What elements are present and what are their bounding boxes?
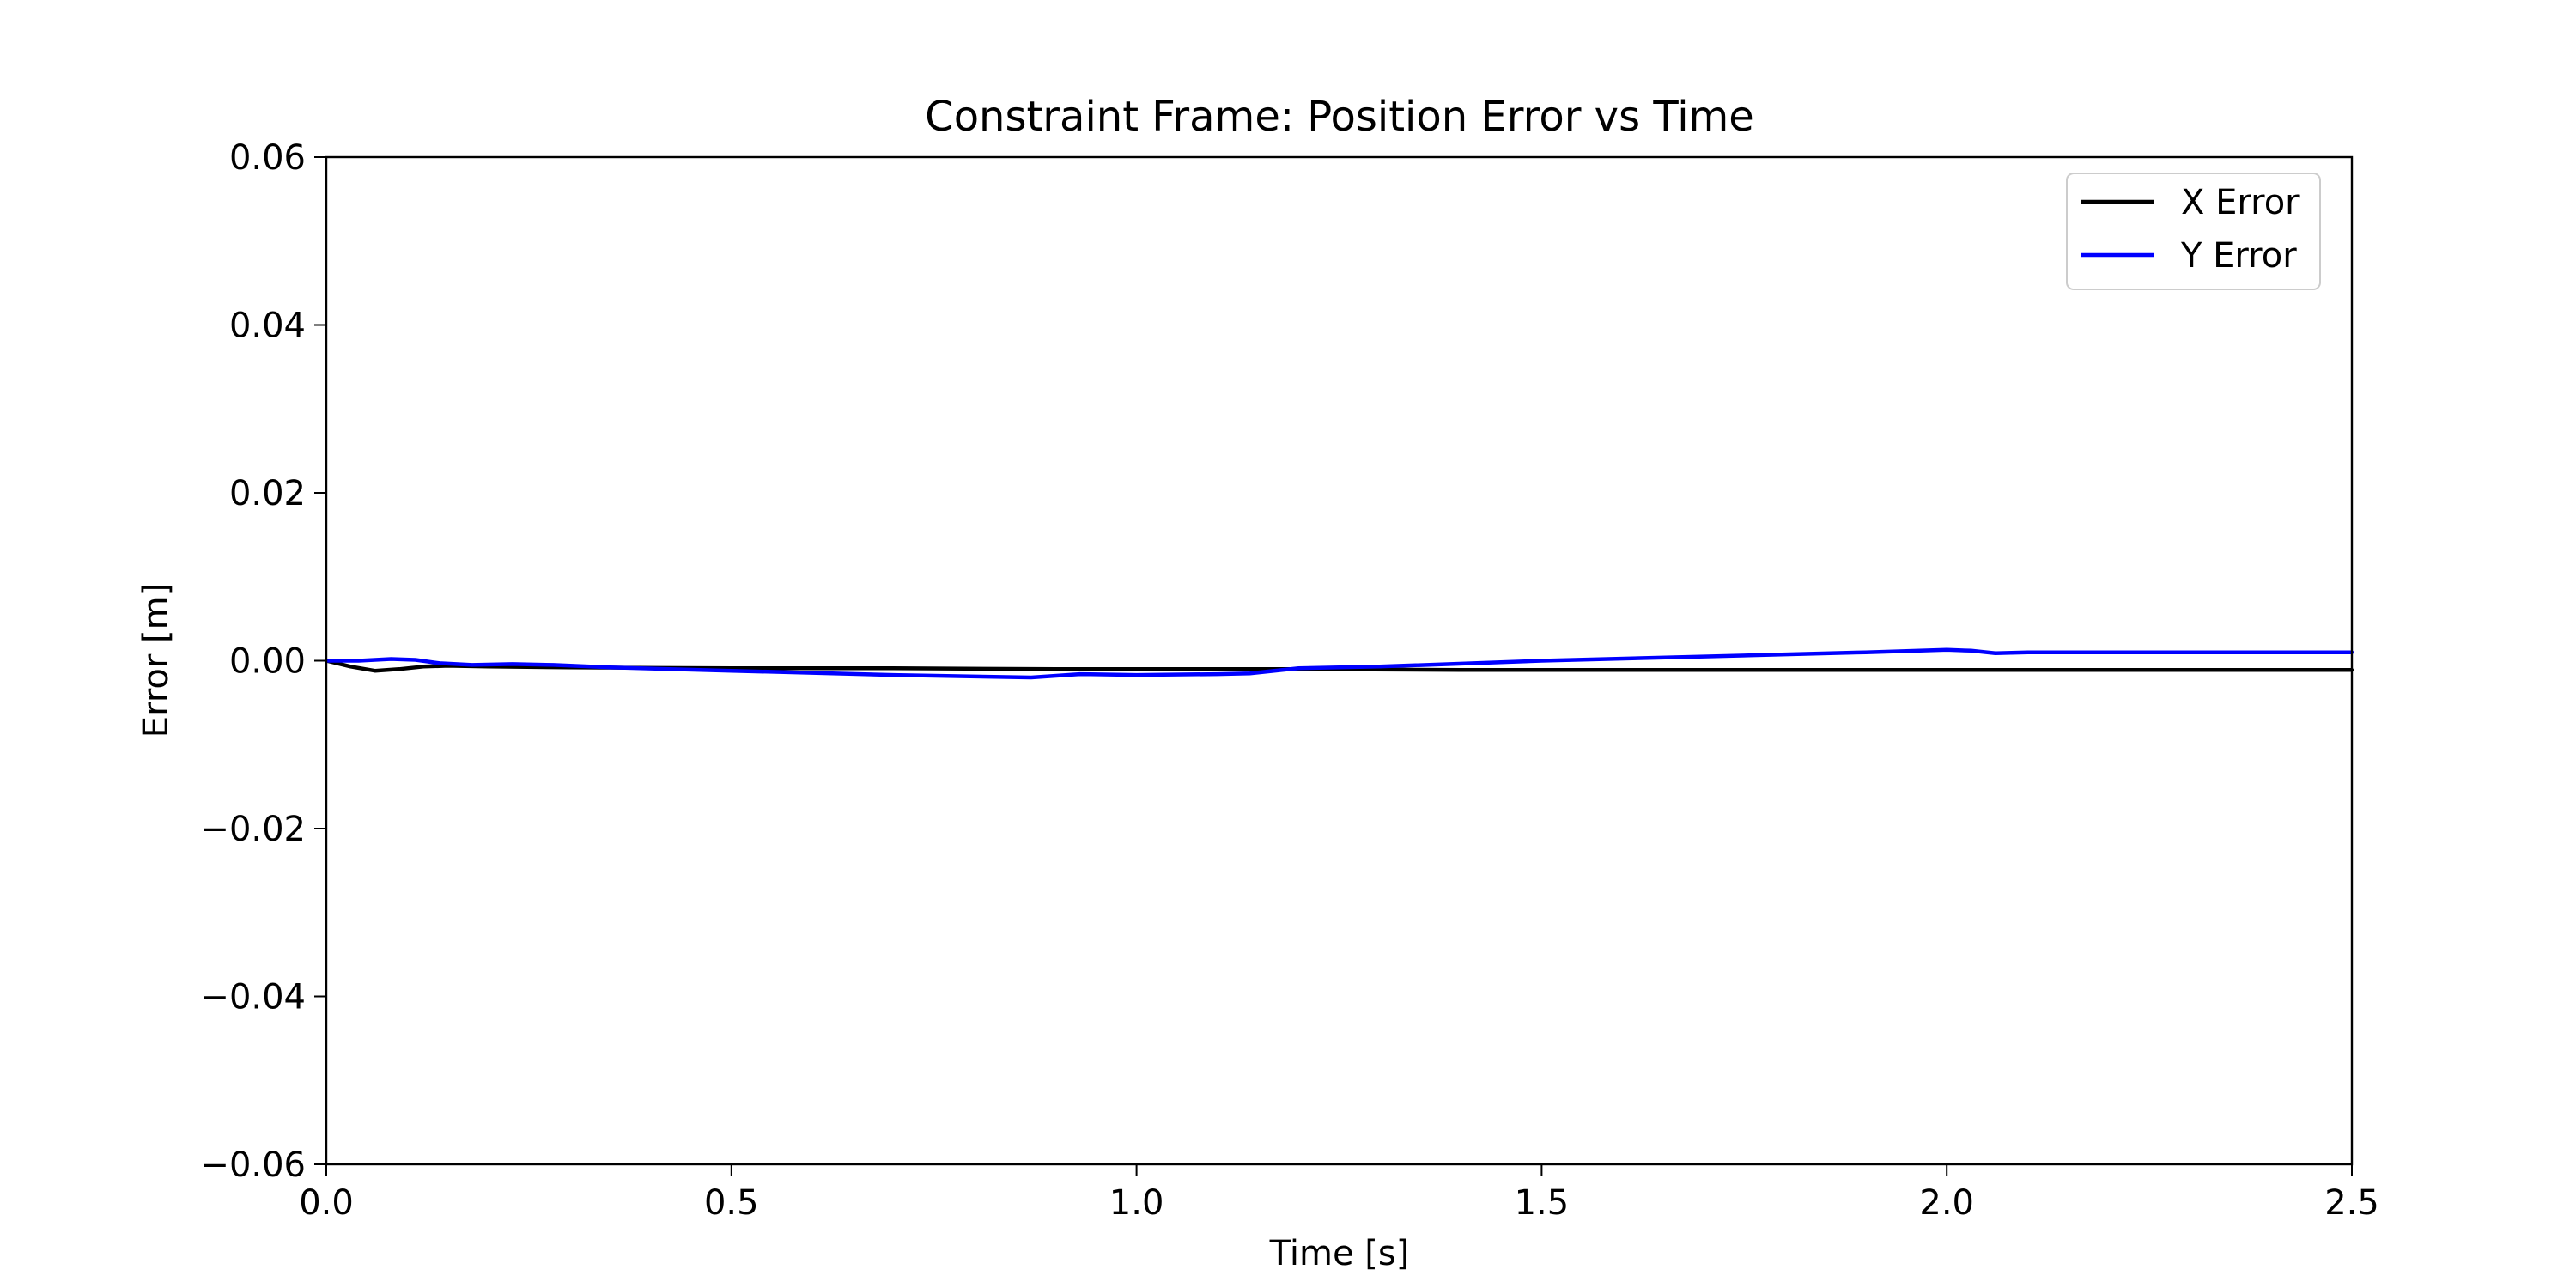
legend-label: Y Error xyxy=(2180,236,2297,276)
chart-title: Constraint Frame: Position Error vs Time xyxy=(925,93,1754,141)
x-tick-label: 2.0 xyxy=(1919,1183,1974,1223)
plot-background xyxy=(326,157,2352,1164)
x-axis: 0.0 0.5 1.0 1.5 2.0 2.5 xyxy=(299,1164,2379,1223)
y-axis: 0.06 0.04 0.02 0.00 −0.02 −0.04 −0.06 xyxy=(200,138,326,1185)
x-tick-label: 1.5 xyxy=(1515,1183,1570,1223)
y-tick-label: 0.00 xyxy=(229,642,306,682)
series-line-y-error xyxy=(324,647,2354,680)
y-tick-label: 0.06 xyxy=(229,138,306,178)
y-tick-label: −0.06 xyxy=(200,1145,306,1185)
y-tick-label: −0.02 xyxy=(200,810,306,849)
x-tick-label: 0.0 xyxy=(299,1183,354,1223)
y-tick-label: 0.02 xyxy=(229,474,306,513)
y-axis-label: Error [m] xyxy=(137,583,176,738)
legend: X Error Y Error xyxy=(2066,173,2321,290)
x-axis-label: Time [s] xyxy=(1269,1234,1410,1273)
plot-area xyxy=(324,155,2354,1166)
x-tick-label: 1.0 xyxy=(1109,1183,1164,1223)
series-line-x-error xyxy=(324,659,2354,673)
legend-label: X Error xyxy=(2181,183,2300,222)
y-tick-label: 0.04 xyxy=(229,307,306,346)
x-tick-label: 2.5 xyxy=(2324,1183,2379,1223)
series-layer xyxy=(324,647,2354,680)
y-tick-label: −0.04 xyxy=(200,978,306,1018)
x-tick-label: 0.5 xyxy=(704,1183,759,1223)
